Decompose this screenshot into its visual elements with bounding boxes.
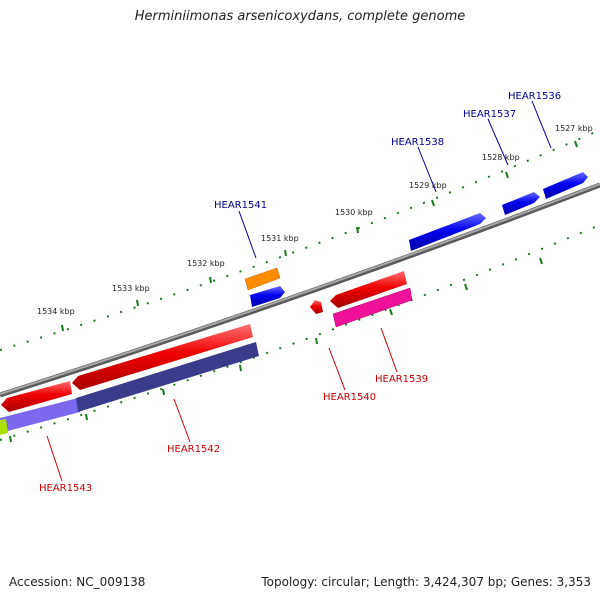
gene-HEAR1541[interactable]: [250, 286, 285, 307]
outer-tick-ring: [0, 129, 600, 351]
major-ticks: [9, 140, 578, 443]
tick-label-1530: 1530 kbp: [335, 208, 373, 217]
label-leader-lines: [46, 100, 552, 482]
gene-labels: HEAR1536 HEAR1537 HEAR1538 HEAR1541 HEAR…: [39, 91, 561, 494]
gene-HEAR1537[interactable]: [502, 192, 540, 215]
gene-label-HEAR1539: HEAR1539: [375, 374, 428, 385]
dark-purple-feature[interactable]: [76, 342, 259, 412]
purple-feature[interactable]: [0, 398, 80, 433]
gene-HEAR1538[interactable]: [409, 213, 486, 251]
gene-label-HEAR1536: HEAR1536: [508, 91, 561, 102]
tick-label-1528: 1528 kbp: [482, 153, 520, 162]
genome-summary-text: Topology: circular; Length: 3,424,307 bp…: [261, 575, 591, 589]
gene-label-HEAR1537: HEAR1537: [463, 109, 516, 120]
tick-labels: 1527 kbp 1528 kbp 1529 kbp 1530 kbp 1531…: [37, 124, 593, 316]
gene-HEAR1540[interactable]: [310, 300, 323, 314]
inner-tick-ring: [0, 224, 600, 441]
tick-label-1527: 1527 kbp: [555, 124, 593, 133]
gene-HEAR1536[interactable]: [543, 172, 588, 199]
tick-label-1529: 1529 kbp: [409, 181, 447, 190]
gene-HEAR1542[interactable]: [72, 324, 253, 390]
green-feature[interactable]: [0, 419, 8, 435]
gene-HEAR1539[interactable]: [330, 271, 407, 308]
tick-label-1532: 1532 kbp: [187, 259, 225, 268]
gene-label-HEAR1538: HEAR1538: [391, 137, 444, 148]
map-title: Herminiimonas arsenicoxydans, complete g…: [134, 9, 466, 24]
orange-feature[interactable]: [244, 267, 281, 291]
forward-genes: [250, 172, 588, 307]
tick-label-1531: 1531 kbp: [261, 234, 299, 243]
accession-text: Accession: NC_009138: [9, 575, 146, 589]
magenta-feature[interactable]: [332, 287, 413, 328]
tick-label-1533: 1533 kbp: [112, 284, 150, 293]
gene-label-HEAR1540: HEAR1540: [323, 392, 376, 403]
gene-label-HEAR1542: HEAR1542: [167, 444, 220, 455]
genome-backbone: [0, 182, 600, 398]
gene-label-HEAR1541: HEAR1541: [214, 200, 267, 211]
tick-label-1534: 1534 kbp: [37, 307, 75, 316]
gene-label-HEAR1543: HEAR1543: [39, 483, 92, 494]
reverse-genes: [1, 271, 407, 412]
gene-HEAR1543[interactable]: [1, 381, 72, 412]
